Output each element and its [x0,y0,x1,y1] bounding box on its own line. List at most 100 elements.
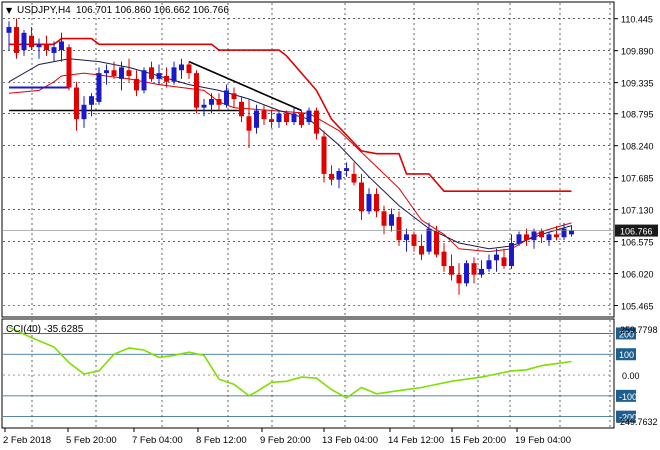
candle-body [344,168,349,172]
candle-body [89,96,94,105]
candle-body [201,104,207,108]
indicator-plot-frame [1,318,615,429]
candle-body [36,44,42,48]
candle-body [164,75,169,82]
candle-body [141,70,147,91]
candle-body [6,27,12,33]
candle-body [351,173,357,183]
price-axis-tick-label: 105.465 [621,301,654,311]
candle-body [389,214,394,226]
cci-level-box [616,348,636,361]
candle-body [96,73,102,102]
price-axis-tick-label: 110.445 [621,15,653,25]
time-axis-tick-label: 5 Feb 20:00 [66,435,117,446]
candle-body [254,110,259,128]
time-axis-tick-label: 14 Feb 12:00 [388,435,444,446]
price-axis-tick-label: 106.020 [621,270,654,280]
time-axis-tick-label: 15 Feb 20:00 [450,435,506,446]
time-axis-tick-label: 9 Feb 20:00 [260,435,311,446]
candle-body [501,257,507,267]
price-axis-tick-label: 107.685 [621,174,654,184]
cci-series [8,326,572,399]
candle-body [516,234,522,244]
candle-body [509,243,514,267]
candle-body [411,234,417,246]
price-axis-tick-label: 106.575 [621,238,654,248]
candle-body [321,136,327,174]
candle-body [554,234,559,238]
indicator-label: CCI(40) -35.6285 [6,324,84,335]
price-axis: 110.445 109.890 109.335 108.795 108.240 107.6… [3,15,658,311]
candle-body [269,119,274,123]
candle-body [546,234,552,241]
main-plot-frame [1,1,615,318]
current-price-tag [615,224,658,237]
candle-body [51,47,57,53]
candle-body [396,217,402,241]
candle-body [186,64,192,74]
candle-body [261,110,267,120]
candle-body [381,211,387,226]
candle-body [216,99,222,105]
price-axis-tick-label: 109.335 [621,79,654,89]
cci-level-box [616,410,636,423]
price-axis-tick-label: 108.795 [621,110,654,120]
upper-band-line [9,37,572,192]
candle-body [336,171,342,180]
candle-body [314,110,319,134]
candle-body [119,67,124,79]
current-price-label: 106.766 [620,227,653,237]
candle-body [149,67,154,79]
time-axis-tick-label: 8 Feb 12:00 [196,435,247,446]
candle-body [359,182,364,212]
candle-body [171,67,177,82]
candle-body [21,32,27,51]
candle-body [104,70,109,74]
price-axis-tick-label: 109.890 [621,47,654,57]
cci-level-label: 100 [619,350,634,360]
candle-body [471,263,477,275]
cci-line [8,326,572,399]
cci-level-box [616,327,636,340]
candle-body [306,110,312,123]
candle-body [479,268,484,275]
candle-body [44,44,49,51]
candle-body [179,64,184,71]
cci-level-box [616,389,636,402]
price-axis-tick-label: 107.130 [621,206,654,216]
candle-body [29,35,34,48]
candle-body [539,231,544,238]
candle-body [74,87,79,120]
candle-body [194,73,199,108]
candle-body [464,263,469,284]
cci-level-label: 200 [619,329,634,339]
symbol-menu-icon[interactable]: ▼ [6,6,13,15]
candle-body [126,70,132,76]
candle-body [291,113,297,123]
candle-body [156,73,162,79]
chart-ohlc: 106.701 106.860 106.662 106.766 [76,5,229,16]
candle-body [524,234,529,241]
candle-body [66,47,72,88]
candle-body [374,194,379,212]
candles [6,18,574,295]
cci-level-label: 0.00 [622,371,640,381]
candle-body [111,70,117,76]
candle-body [441,251,447,267]
time-axis-tick-label: 7 Feb 04:00 [132,435,183,446]
price-axis-tick-label: 108.240 [621,142,654,152]
candle-body [81,104,87,120]
time-axis-tick-label: 19 Feb 04:00 [515,435,571,446]
candle-body [284,113,289,123]
candle-body [561,228,567,238]
candle-body [404,234,409,241]
candle-body [246,116,252,131]
candle-body [14,27,19,53]
candle-body [486,260,492,269]
candle-body [419,245,424,255]
indicator-scale-bottom: -249.7632 [617,417,658,427]
candle-body [59,41,64,51]
cci-level-label: -200 [619,413,637,423]
cci-level-label: -100 [619,392,637,402]
candle-body [224,90,229,105]
